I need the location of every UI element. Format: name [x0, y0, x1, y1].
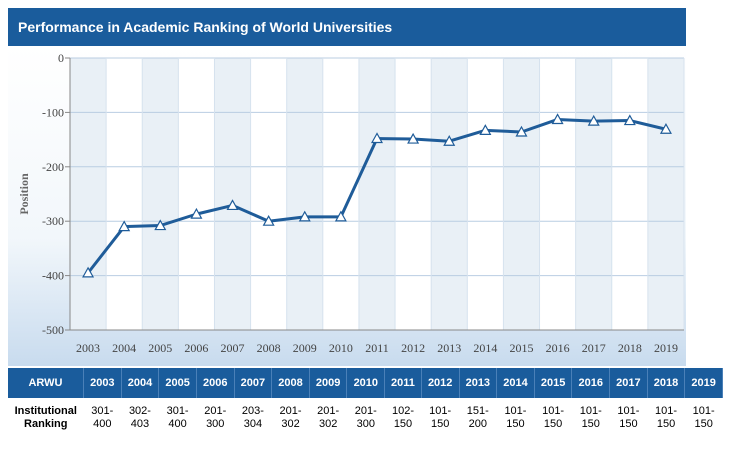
- chart-title: Performance in Academic Ranking of World…: [8, 8, 686, 46]
- data-point: [226, 199, 239, 211]
- column-band: [286, 58, 323, 330]
- ranking-cell: 151- 200: [466, 405, 489, 430]
- data-point: [479, 124, 492, 135]
- year-header: 2015: [534, 368, 573, 398]
- year-header: 2009: [309, 368, 348, 398]
- year-header: 2017: [609, 368, 648, 398]
- x-tick-label: 2019: [654, 341, 678, 355]
- data-point: [659, 123, 672, 134]
- ranking-cell: 302- 403: [128, 405, 151, 430]
- year-header: 2010: [346, 368, 386, 398]
- year-header: 2004: [121, 368, 160, 398]
- year-header: 2011: [384, 368, 422, 398]
- ranking-cell: 101- 150: [429, 405, 452, 430]
- arwu-ranking-table: ARWU 2003 2004 2005 2006 2007 2008 2009 2010 201…: [8, 368, 723, 432]
- ranking-cell: 203- 304: [241, 405, 264, 430]
- x-tick-label: 2014: [473, 341, 497, 355]
- y-tick-label: -200: [42, 160, 64, 174]
- data-point: [515, 125, 528, 137]
- data-point: [190, 207, 203, 219]
- data-point: [118, 220, 131, 232]
- x-tick-label: 2016: [546, 341, 570, 355]
- ranking-cell: 301- 400: [166, 405, 189, 430]
- column-band: [70, 58, 107, 330]
- data-point: [298, 210, 311, 222]
- y-tick-label: -100: [42, 105, 64, 119]
- x-tick-label: 2005: [148, 341, 172, 355]
- x-tick-label: 2018: [618, 341, 642, 355]
- year-header: 2013: [459, 368, 498, 398]
- year-header: 2005: [158, 368, 197, 398]
- x-tick-label: 2004: [112, 341, 136, 355]
- ranking-cell: 101- 150: [579, 405, 602, 430]
- data-point: [443, 134, 456, 146]
- ranking-cell: 101- 150: [617, 405, 640, 430]
- x-tick-label: 2013: [437, 341, 461, 355]
- y-tick-label: -300: [42, 214, 64, 228]
- data-point: [82, 266, 95, 278]
- ranking-line-chart: 0 -100 -200 -300 -400 -500 2003 2004 2005 2006 200…: [17, 51, 685, 355]
- year-header: 2012: [421, 368, 460, 398]
- column-band: [575, 58, 612, 330]
- x-tick-label: 2010: [329, 341, 353, 355]
- ranking-cell: 101- 150: [542, 405, 565, 430]
- table-header-row: ARWU 2003 2004 2005 2006 2007 2008 2009 2010 201…: [8, 368, 723, 398]
- ranking-cell: 201- 300: [204, 405, 227, 430]
- year-header: 2006: [196, 368, 235, 398]
- table-header-label: ARWU: [8, 368, 84, 398]
- data-point: [334, 210, 347, 222]
- data-point: [407, 132, 420, 144]
- column-band: [503, 58, 540, 330]
- data-point: [551, 113, 564, 125]
- ranking-cell: 201- 300: [354, 405, 377, 430]
- ranking-cell: 101- 150: [692, 405, 715, 430]
- x-tick-label: 2017: [582, 341, 606, 355]
- column-band: [142, 58, 179, 330]
- y-tick-label: 0: [58, 51, 64, 65]
- x-tick-label: 2012: [401, 341, 425, 355]
- y-tick-label: -500: [42, 323, 64, 337]
- x-tick-label: 2003: [76, 341, 100, 355]
- data-point: [587, 114, 600, 126]
- ranking-cell: 102- 150: [391, 405, 414, 430]
- year-header: 2007: [234, 368, 273, 398]
- ranking-cell: 201- 302: [317, 405, 340, 430]
- column-band: [647, 58, 684, 330]
- table-row: Institutional Ranking 301- 400 302- 403 301-…: [8, 398, 723, 432]
- y-tick-label: -400: [42, 269, 64, 283]
- data-point: [370, 132, 384, 144]
- year-header: 2018: [647, 368, 686, 398]
- data-point: [623, 114, 636, 126]
- year-header: 2003: [83, 368, 122, 398]
- column-band: [431, 58, 468, 330]
- x-tick-label: 2007: [221, 341, 245, 355]
- y-axis-label: Position: [17, 173, 31, 215]
- x-tick-label: 2008: [257, 341, 281, 355]
- data-point: [262, 214, 275, 226]
- chart-panel: 0 -100 -200 -300 -400 -500 2003 2004 2005 2006 200…: [8, 46, 686, 366]
- year-header: 2019: [684, 368, 723, 398]
- x-tick-label: 2011: [365, 341, 389, 355]
- data-point: [154, 219, 167, 231]
- row-label: Institutional Ranking: [14, 405, 77, 430]
- x-tick-label: 2009: [293, 341, 317, 355]
- year-header: 2014: [496, 368, 535, 398]
- year-header: 2016: [571, 368, 611, 398]
- column-band: [358, 58, 396, 330]
- x-tick-label: 2015: [509, 341, 533, 355]
- year-header: 2008: [271, 368, 310, 398]
- ranking-cell: 301- 400: [91, 405, 114, 430]
- ranking-cell: 201- 302: [279, 405, 302, 430]
- ranking-cell: 101- 150: [504, 405, 527, 430]
- x-tick-label: 2006: [184, 341, 208, 355]
- ranking-cell: 101- 150: [655, 405, 678, 430]
- column-band: [214, 58, 251, 330]
